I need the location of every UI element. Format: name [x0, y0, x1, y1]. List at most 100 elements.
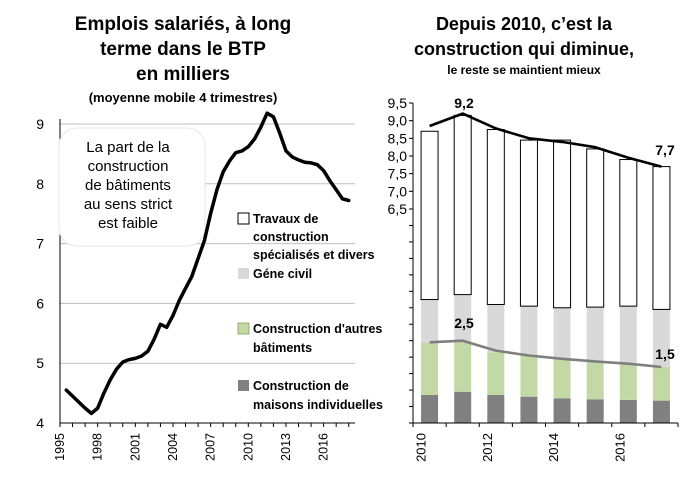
annotation-line-3: de bâtiments	[85, 177, 171, 194]
stacked-bar-segment	[520, 396, 538, 423]
stacked-bar-segment	[652, 400, 670, 423]
left-title-line-3: en milliers	[136, 64, 230, 85]
right-x-tick-label: 2014	[546, 433, 561, 462]
left-series-line	[64, 111, 351, 416]
stacked-bar-segment	[619, 399, 637, 423]
stacked-bar-segment	[454, 294, 472, 341]
right-x-tick-label: 2016	[612, 433, 627, 462]
legend-label-autres-batiments-2: bâtiments	[253, 341, 312, 355]
stacked-bar-segment	[652, 309, 670, 368]
legend-swatch-travaux	[237, 212, 250, 225]
stacked-bar-segment	[421, 342, 439, 396]
left-annotation-box: La part de la construction de bâtiments …	[58, 127, 206, 247]
total-line	[429, 112, 662, 168]
annotation-line-4: au sens strict	[84, 196, 173, 213]
left-title-line-2: terme dans le BTP	[100, 39, 266, 60]
legend-swatch-autres-batiments	[237, 322, 250, 335]
left-y-tick-label: 5	[36, 355, 44, 371]
stacked-bar-segment	[454, 340, 472, 392]
legend-label-genie-civil: Géne civil	[253, 267, 312, 281]
stacked-bar-segment	[421, 395, 439, 423]
left-series	[64, 111, 351, 416]
stacked-bar-segment	[520, 355, 538, 397]
left-x-tick-label: 2010	[241, 433, 255, 461]
stacked-bar-segment	[520, 306, 538, 356]
right-data-labels: 9,2 7,7 2,5 1,5	[454, 95, 675, 362]
stacked-bar-segment	[586, 307, 604, 362]
stacked-bar-segment	[421, 299, 439, 343]
right-y-tick-label: 6,5	[388, 201, 408, 217]
stacked-bar-segment	[619, 363, 637, 400]
stacked-bar-segment	[453, 114, 472, 296]
right-x-tick-label: 2012	[480, 433, 495, 462]
total-last-label: 7,7	[655, 142, 675, 158]
right-x-tick-labels: 2010 2012 2014 2016	[414, 433, 628, 462]
left-x-tick-label: 2016	[317, 433, 331, 461]
legend-label-travaux-3: spécialisés et divers	[253, 248, 375, 262]
stacked-bar-segment	[652, 166, 671, 310]
left-y-tick-label: 7	[36, 236, 44, 252]
stacked-bar-segment	[487, 304, 505, 353]
left-y-tick-label: 8	[36, 176, 44, 192]
stacked-bar-segment	[586, 148, 605, 308]
left-y-tick-labels: 4 5 6 7 8 9	[36, 116, 44, 431]
stacked-bar-segment	[553, 398, 571, 423]
right-y-tick-label: 8,0	[388, 148, 408, 164]
legend-label-maisons-1: Construction de	[253, 379, 349, 393]
stacked-bar-segment	[553, 307, 571, 359]
right-x-tick-label: 2010	[414, 433, 429, 462]
stacked-bar-segment	[586, 399, 604, 423]
stacked-bar-segment	[454, 391, 472, 423]
annotation-background	[58, 127, 206, 247]
annotation-line-2: construction	[88, 158, 169, 175]
left-x-tick-label: 2007	[204, 433, 218, 461]
right-y-tick-label: 8,5	[388, 130, 408, 146]
left-y-tick-label: 4	[36, 415, 44, 431]
left-x-tick-labels: 1995 1998 2001 2004 2007 2010 2013 2016	[53, 433, 331, 461]
left-y-tick-label: 6	[36, 295, 44, 311]
stacked-bar-segment	[652, 367, 670, 401]
right-y-tick-label: 9,5	[388, 95, 408, 111]
stacked-bar-segment	[586, 361, 604, 400]
right-subtitle: le reste se maintient mieux	[447, 63, 601, 77]
legend-label-maisons-2: maisons individuelles	[253, 398, 383, 412]
construction-last-label: 1,5	[655, 346, 675, 362]
legend-swatch-maisons	[238, 380, 249, 391]
right-y-tick-label: 7,5	[388, 166, 408, 182]
left-x-tick-label: 1998	[91, 433, 105, 461]
right-axes	[409, 102, 679, 427]
right-lines	[429, 112, 662, 369]
right-y-tick-label: 9,0	[388, 113, 408, 129]
total-first-label: 9,2	[454, 95, 474, 111]
construction-first-label: 2,5	[454, 315, 474, 331]
legend-label-travaux-2: construction	[253, 230, 329, 244]
annotation-line-1: La part de la	[86, 139, 170, 156]
legend-label-travaux-1: Travaux de	[253, 212, 318, 226]
legend-label-autres-batiments-1: Construction d'autres	[253, 322, 382, 336]
left-x-tick-label: 2004	[166, 433, 180, 461]
stacked-bar-segment	[619, 159, 638, 307]
stacked-bar-segment	[486, 129, 505, 305]
legend-swatch-genie-civil	[238, 268, 249, 279]
annotation-line-5: est faible	[98, 215, 158, 232]
construction-line	[429, 339, 662, 369]
stacked-bar-segment	[619, 306, 637, 364]
stacked-bar-segment	[553, 139, 572, 309]
left-x-tick-label: 2001	[128, 433, 142, 461]
left-y-tick-label: 9	[36, 116, 44, 132]
right-stacked-bars	[420, 114, 671, 423]
left-title-line-1: Emplois salariés, à long	[75, 14, 291, 35]
legend: Travaux de construction spécialisés et d…	[237, 212, 383, 412]
left-x-tick-label: 1995	[53, 433, 67, 461]
stacked-bar-segment	[487, 352, 505, 396]
left-subtitle: (moyenne mobile 4 trimestres)	[89, 90, 278, 105]
stacked-bar-segment	[553, 358, 571, 399]
right-title-line-1: Depuis 2010, c’est la	[436, 14, 613, 34]
stacked-bar-segment	[420, 130, 439, 301]
right-y-tick-labels: 9,5 9,08,5 8,0 7,57,0 6,5	[388, 95, 408, 217]
stacked-bar-segment	[519, 139, 538, 307]
stacked-bar-segment	[487, 395, 505, 423]
right-y-tick-label: 7,0	[388, 183, 408, 199]
right-title-line-2: construction qui diminue,	[414, 39, 634, 59]
left-x-tick-label: 2013	[279, 433, 293, 461]
